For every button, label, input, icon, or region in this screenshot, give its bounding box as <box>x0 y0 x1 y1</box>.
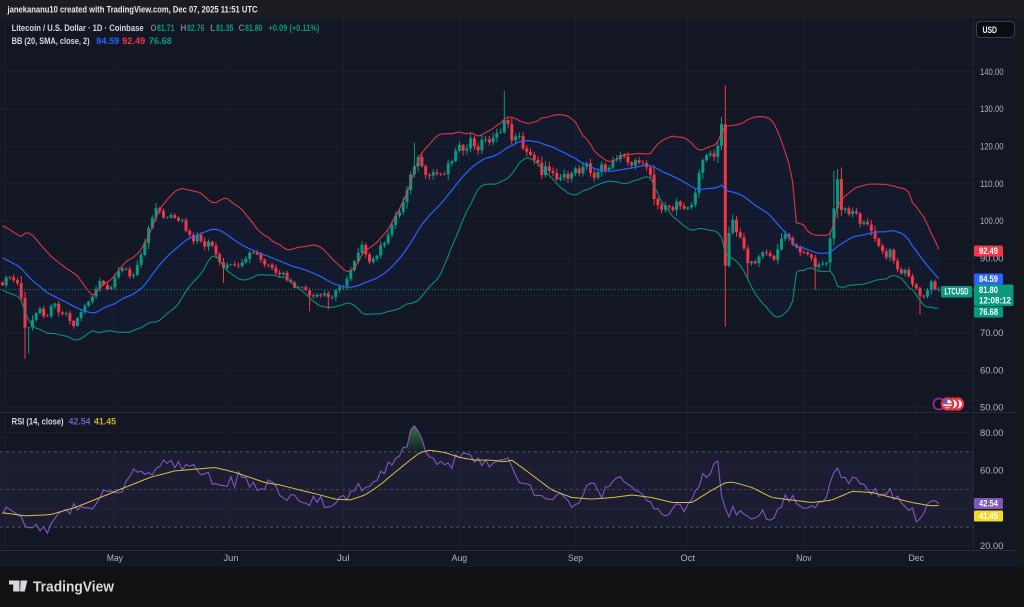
svg-text:84.59: 84.59 <box>979 274 998 284</box>
svg-text:Sep: Sep <box>568 553 583 563</box>
svg-text:LTCUSD: LTCUSD <box>945 287 969 297</box>
svg-text:90.00: 90.00 <box>980 253 1004 263</box>
svg-text:Litecoin / U.S. Dollar · 1D ·: Litecoin / U.S. Dollar · 1D · Coinbase <box>12 23 144 33</box>
svg-text:H: H <box>180 23 186 33</box>
svg-text:76.68: 76.68 <box>149 36 172 46</box>
svg-text:41.45: 41.45 <box>979 511 998 521</box>
svg-text:60.00: 60.00 <box>980 466 1004 476</box>
svg-text:84.59: 84.59 <box>96 36 119 46</box>
svg-text:Dec: Dec <box>908 553 924 563</box>
svg-text:81.80: 81.80 <box>979 285 998 295</box>
svg-text:C: C <box>239 23 245 33</box>
svg-text:92.49: 92.49 <box>979 246 998 256</box>
svg-text:60.00: 60.00 <box>980 365 1004 375</box>
svg-text:70.00: 70.00 <box>980 328 1004 338</box>
svg-text:Jun: Jun <box>224 553 239 563</box>
svg-text:TradingView: TradingView <box>33 579 114 596</box>
svg-text:120.00: 120.00 <box>980 142 1004 152</box>
svg-text:Oct: Oct <box>681 553 696 563</box>
svg-text:81.80: 81.80 <box>245 23 263 33</box>
svg-text:110.00: 110.00 <box>980 179 1004 189</box>
svg-text:Nov: Nov <box>796 553 812 563</box>
svg-text:50.00: 50.00 <box>980 403 1004 413</box>
svg-text:140.00: 140.00 <box>980 67 1004 77</box>
svg-text:41.45: 41.45 <box>94 417 116 427</box>
svg-text:RSI (14, close): RSI (14, close) <box>12 417 64 427</box>
svg-text:12:08:12: 12:08:12 <box>979 295 1011 305</box>
svg-text:81.71: 81.71 <box>157 23 175 33</box>
svg-text:42.54: 42.54 <box>979 499 998 509</box>
svg-text:May: May <box>107 553 123 563</box>
svg-text:O: O <box>151 23 157 33</box>
svg-text:+0.09 (+0.11%): +0.09 (+0.11%) <box>268 23 319 33</box>
svg-text:BB (20, SMA, close, 2): BB (20, SMA, close, 2) <box>12 36 90 46</box>
svg-text:Aug: Aug <box>452 553 468 563</box>
svg-text:82.76: 82.76 <box>187 23 205 33</box>
svg-text:42.54: 42.54 <box>69 417 91 427</box>
svg-text:L: L <box>210 23 215 33</box>
svg-text:janekananu10 created with Trad: janekananu10 created with TradingView.co… <box>7 5 258 16</box>
svg-text:100.00: 100.00 <box>980 216 1004 226</box>
svg-text:20.00: 20.00 <box>980 541 1004 551</box>
svg-text:76.68: 76.68 <box>979 307 998 317</box>
svg-text:92.49: 92.49 <box>122 36 145 46</box>
svg-text:130.00: 130.00 <box>980 104 1004 114</box>
svg-text:USD: USD <box>983 25 998 35</box>
svg-text:Jul: Jul <box>337 553 350 563</box>
svg-text:81.35: 81.35 <box>216 23 234 33</box>
svg-text:80.00: 80.00 <box>980 428 1004 438</box>
